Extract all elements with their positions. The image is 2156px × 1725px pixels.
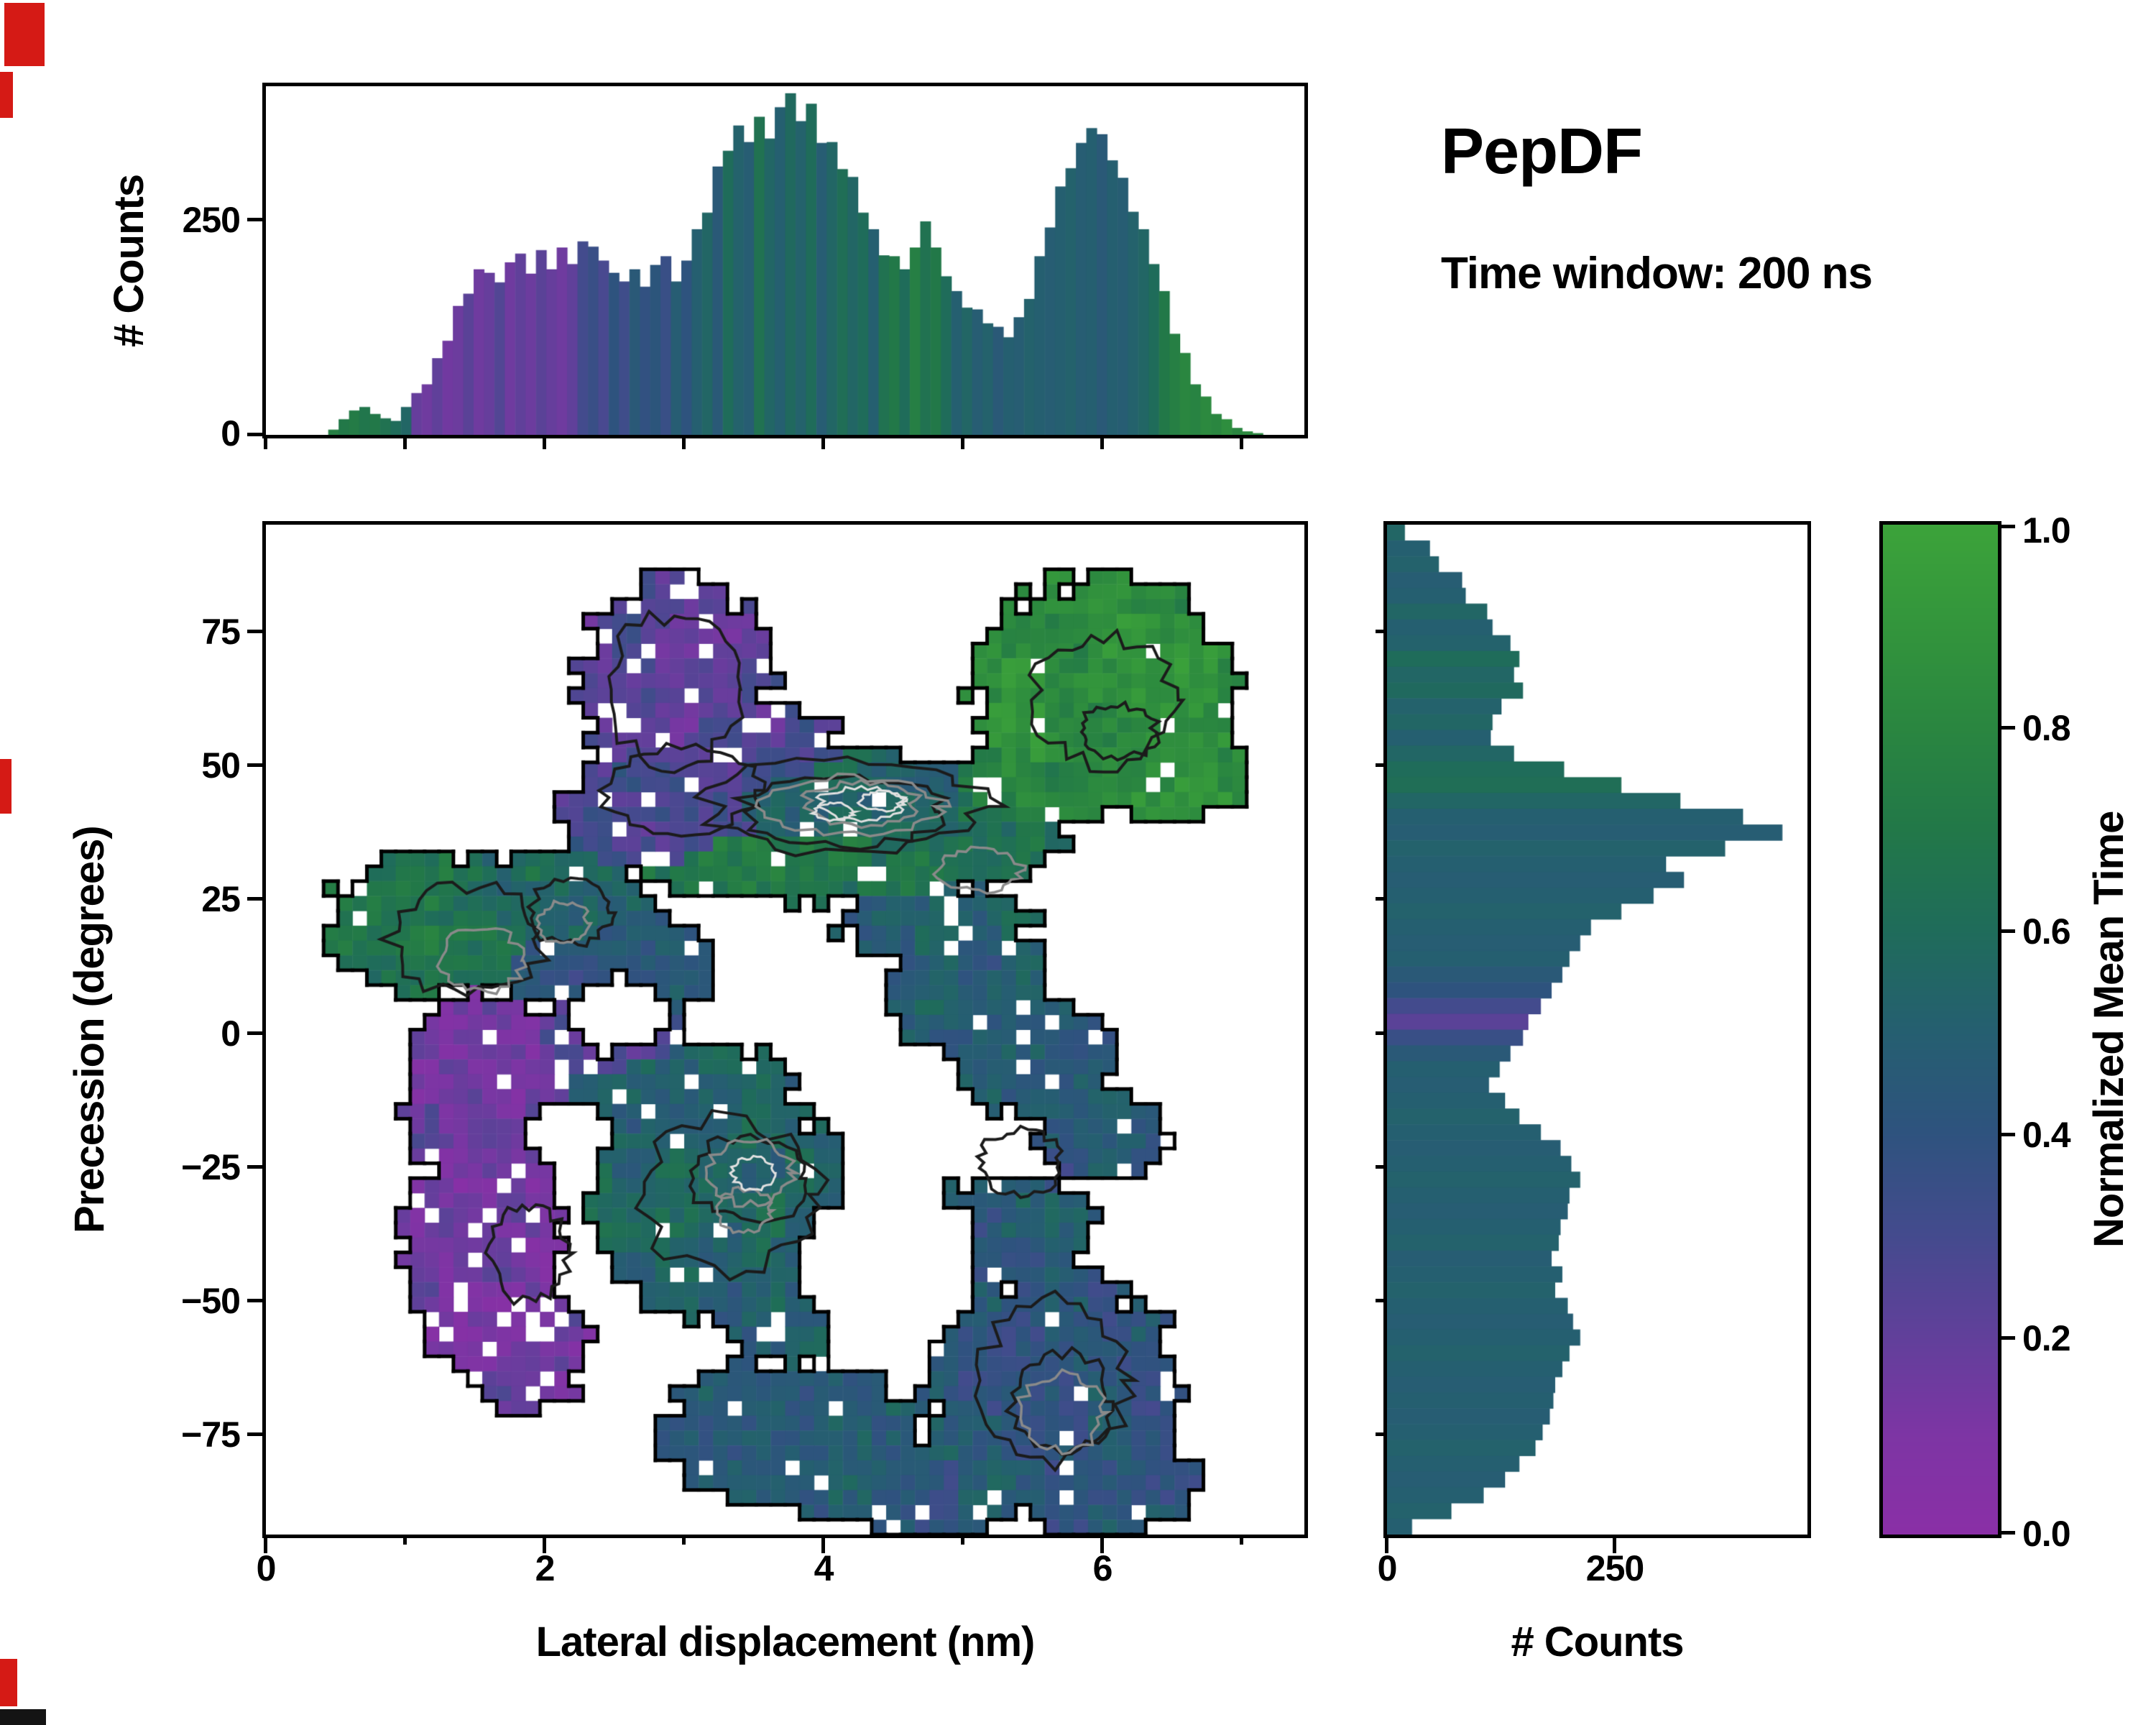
tick-label: 6 xyxy=(1092,1548,1113,1588)
tick-label: 250 xyxy=(1585,1548,1644,1588)
tick-mark xyxy=(1376,630,1387,633)
tick-label: 0.2 xyxy=(2022,1318,2071,1358)
tick-mark xyxy=(1998,1133,2015,1136)
tick-mark xyxy=(1385,1535,1388,1553)
tick-label: 0.0 xyxy=(2022,1514,2071,1554)
tick-mark xyxy=(1998,929,2015,933)
plot-subtitle: Time window: 200 ns xyxy=(1441,249,1873,298)
screen-edge-artifact xyxy=(0,72,13,118)
top-hist-y-axis-label: # Counts xyxy=(106,174,152,347)
tick-mark xyxy=(1100,1535,1104,1553)
colorbar-canvas xyxy=(1883,525,1998,1535)
main-y-axis-label: Precession (degrees) xyxy=(66,826,113,1233)
tick-mark xyxy=(1100,435,1104,449)
tick-mark xyxy=(247,1165,266,1169)
tick-label: 75 xyxy=(201,612,241,652)
right-histogram-canvas xyxy=(1387,525,1807,1535)
tick-mark xyxy=(1998,525,2015,528)
heatmap-canvas xyxy=(266,525,1304,1535)
tick-label: 0.8 xyxy=(2022,708,2071,748)
tick-mark xyxy=(682,435,686,449)
tick-mark xyxy=(543,1535,546,1553)
tick-label: 0 xyxy=(221,1013,241,1054)
tick-mark xyxy=(403,435,407,449)
top-histogram-panel: 250 0 xyxy=(183,83,1308,451)
tick-label: 0.4 xyxy=(2022,1115,2071,1155)
tick-mark xyxy=(1240,435,1243,449)
tick-mark xyxy=(1998,1336,2015,1340)
tick-mark xyxy=(1376,1165,1387,1169)
tick-mark xyxy=(403,1535,407,1545)
tick-label: −25 xyxy=(181,1147,241,1187)
tick-mark xyxy=(247,433,266,436)
tick-mark xyxy=(543,435,546,449)
tick-label: −50 xyxy=(181,1281,241,1321)
tick-mark xyxy=(1376,763,1387,767)
screen-edge-artifact xyxy=(0,1709,46,1725)
plot-title: PepDF xyxy=(1441,116,1643,188)
colorbar-panel: 1.0 0.8 0.6 0.4 0.2 0.0 xyxy=(1879,512,2071,1552)
tick-label: −75 xyxy=(181,1414,241,1455)
tick-mark xyxy=(247,630,266,633)
tick-label: 0 xyxy=(221,413,241,454)
tick-mark xyxy=(821,1535,825,1553)
tick-mark xyxy=(821,435,825,449)
tick-mark xyxy=(961,435,964,449)
right-hist-x-axis-label: # Counts xyxy=(1511,1619,1684,1665)
main-heatmap-panel: 75 50 25 0 −25 −50 −75 0 2 4 6 xyxy=(181,521,1308,1586)
tick-mark xyxy=(247,1031,266,1035)
tick-label: 0.6 xyxy=(2022,911,2071,952)
tick-label: 0 xyxy=(1377,1548,1398,1588)
tick-mark xyxy=(1376,1031,1387,1035)
tick-mark xyxy=(247,1432,266,1436)
tick-mark xyxy=(1376,1299,1387,1302)
tick-label: 0 xyxy=(256,1548,277,1588)
tick-mark xyxy=(1998,1531,2015,1535)
tick-label: 50 xyxy=(201,745,241,786)
right-histogram-panel: 0 250 xyxy=(1376,521,1811,1586)
tick-label: 25 xyxy=(201,879,241,919)
tick-label: 2 xyxy=(535,1548,556,1588)
tick-mark xyxy=(247,897,266,901)
tick-mark xyxy=(247,1299,266,1302)
tick-mark xyxy=(247,218,266,221)
tick-mark xyxy=(1613,1535,1616,1553)
screen-edge-artifact xyxy=(4,3,45,66)
tick-mark xyxy=(264,1535,267,1553)
tick-mark xyxy=(961,1535,964,1545)
tick-mark xyxy=(247,763,266,767)
tick-label: 250 xyxy=(182,200,241,240)
screen-edge-artifact xyxy=(0,1659,17,1706)
top-histogram-canvas xyxy=(266,86,1304,435)
tick-mark xyxy=(1240,1535,1243,1545)
main-x-axis-label: Lateral displacement (nm) xyxy=(535,1619,1036,1665)
tick-label: 4 xyxy=(814,1548,834,1588)
screen-edge-artifact xyxy=(0,759,11,814)
tick-mark xyxy=(264,435,267,449)
colorbar-label: Normalized Mean Time xyxy=(2086,811,2132,1248)
tick-mark xyxy=(682,1535,686,1545)
tick-mark xyxy=(1998,726,2015,730)
tick-mark xyxy=(1376,1432,1387,1436)
tick-label: 1.0 xyxy=(2022,510,2071,551)
tick-mark xyxy=(1376,897,1387,901)
